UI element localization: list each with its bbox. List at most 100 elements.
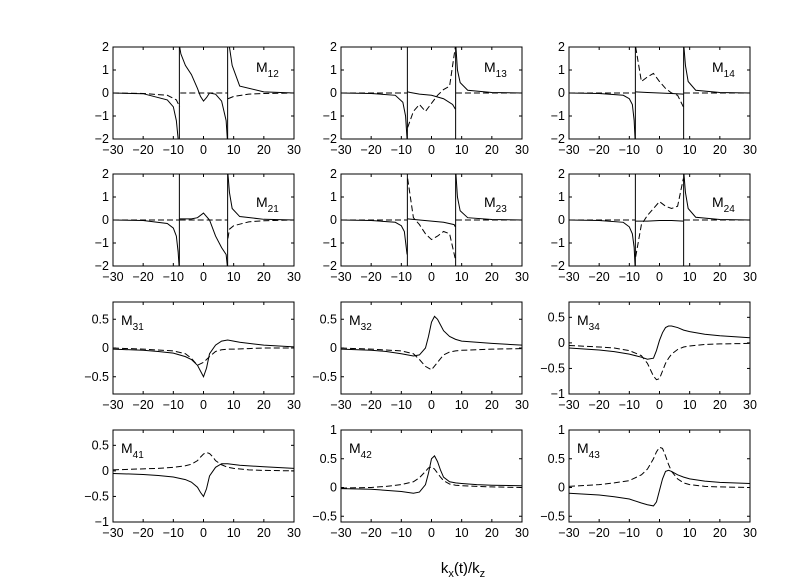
y-tick-label: −1 xyxy=(551,109,565,123)
panel-M42: −30 −20 −10 0 10 20 30 −0.5 0 0.5 1 M42 xyxy=(312,423,529,540)
x-tick-label: 0 xyxy=(656,143,663,157)
x-tick-label: 0 xyxy=(656,526,663,540)
x-tick-label: 0 xyxy=(656,398,663,412)
x-tick-label: −10 xyxy=(391,398,412,412)
axes-frame xyxy=(112,429,295,523)
y-tick-label: −2 xyxy=(551,132,565,146)
y-tick-label: −2 xyxy=(323,132,337,146)
panel-M43: −30 −20 −10 0 10 20 30 −0.5 0 0.5 1 M43 xyxy=(540,423,757,540)
y-tick-label: 0 xyxy=(330,481,337,495)
y-tick-label: 0.5 xyxy=(548,452,565,466)
x-tick-label: −30 xyxy=(330,143,351,157)
y-tick-label: −0.5 xyxy=(540,509,565,523)
x-tick-label: 20 xyxy=(713,270,727,284)
x-tick-label: −10 xyxy=(391,270,412,284)
y-tick-label: 1 xyxy=(330,63,337,77)
y-tick-label: 0 xyxy=(102,213,109,227)
y-tick-label: 2 xyxy=(330,40,337,54)
x-tick-label: 30 xyxy=(743,270,757,284)
y-tick-label: −1 xyxy=(323,236,337,250)
y-tick-label: 2 xyxy=(330,167,337,181)
x-tick-label: −10 xyxy=(619,526,640,540)
series-solid-M31 xyxy=(113,339,294,379)
x-tick-label: 20 xyxy=(257,526,271,540)
x-tick-label: −30 xyxy=(330,398,351,412)
panel-label-M21: M21 xyxy=(256,194,279,215)
x-tick-label: 20 xyxy=(713,398,727,412)
panel-label-M41: M41 xyxy=(121,440,144,461)
x-tick-label: 30 xyxy=(515,270,529,284)
y-tick-label: −1 xyxy=(551,236,565,250)
x-tick-label: −20 xyxy=(361,143,382,157)
panel-M34: −30 −20 −10 0 10 20 30 −1 −0.5 0 0.5 M34 xyxy=(540,301,757,412)
series-solid-M34 xyxy=(569,325,750,360)
x-tick-label: −30 xyxy=(558,526,579,540)
x-tick-label: −10 xyxy=(163,526,184,540)
y-tick-label: 2 xyxy=(558,40,565,54)
x-tick-label: 10 xyxy=(227,398,241,412)
series-dashed-M14 xyxy=(569,47,750,108)
x-tick-label: 10 xyxy=(455,398,469,412)
xlabel-mid: (t)/k xyxy=(454,560,480,577)
x-tick-label: 30 xyxy=(287,270,301,284)
y-tick-label: 0.5 xyxy=(320,312,337,326)
y-tick-label: 0 xyxy=(558,481,565,495)
x-tick-label: 30 xyxy=(287,526,301,540)
y-tick-label: −0.5 xyxy=(84,370,109,384)
y-tick-label: 1 xyxy=(558,423,565,437)
x-tick-label: 0 xyxy=(200,398,207,412)
x-tick-label: 10 xyxy=(683,270,697,284)
y-tick-label: 0 xyxy=(102,86,109,100)
x-tick-label: 20 xyxy=(257,143,271,157)
x-tick-label: −20 xyxy=(133,143,154,157)
x-tick-label: −30 xyxy=(102,143,123,157)
axes-frame xyxy=(568,301,751,395)
x-tick-label: 10 xyxy=(683,143,697,157)
series-dashed-M21 xyxy=(113,219,294,239)
axes-frame xyxy=(568,429,751,523)
x-tick-label: −30 xyxy=(330,270,351,284)
panel-M31: −30 −20 −10 0 10 20 30 −0.5 0 0.5 M31 xyxy=(84,301,301,412)
series-solid-M43 xyxy=(569,469,750,507)
x-tick-label: −10 xyxy=(163,398,184,412)
panel-label-M42: M42 xyxy=(349,440,372,461)
x-tick-label: 0 xyxy=(428,526,435,540)
x-tick-label: 0 xyxy=(200,143,207,157)
y-tick-label: 2 xyxy=(558,167,565,181)
x-tick-label: 30 xyxy=(287,143,301,157)
x-tick-label: 30 xyxy=(743,526,757,540)
x-tick-label: 10 xyxy=(227,270,241,284)
x-tick-label: 30 xyxy=(515,143,529,157)
y-tick-label: −1 xyxy=(551,387,565,401)
x-tick-label: −20 xyxy=(589,526,610,540)
y-tick-label: 0 xyxy=(330,341,337,355)
panel-label-M24: M24 xyxy=(712,194,735,215)
y-tick-label: −2 xyxy=(95,259,109,273)
y-tick-label: −2 xyxy=(95,132,109,146)
x-tick-label: 20 xyxy=(485,398,499,412)
x-tick-label: −20 xyxy=(361,398,382,412)
panel-label-M23: M23 xyxy=(484,194,507,215)
x-tick-label: 10 xyxy=(227,143,241,157)
y-tick-label: −2 xyxy=(323,259,337,273)
x-tick-label: 10 xyxy=(683,398,697,412)
y-tick-label: 0.5 xyxy=(92,312,109,326)
panel-label-M43: M43 xyxy=(577,440,600,461)
axes-frame xyxy=(340,429,523,523)
y-tick-label: −0.5 xyxy=(84,489,109,503)
panel-M41: −30 −20 −10 0 10 20 30 −1 −0.5 0 0.5 M41 xyxy=(84,429,301,540)
x-tick-label: −10 xyxy=(619,270,640,284)
x-tick-label: −30 xyxy=(102,270,123,284)
y-tick-label: 0.5 xyxy=(320,452,337,466)
series-dashed-M13 xyxy=(341,47,522,128)
x-tick-label: 30 xyxy=(743,398,757,412)
panel-label-M13: M13 xyxy=(484,59,507,80)
axes-frame xyxy=(340,301,523,395)
y-tick-label: −0.5 xyxy=(540,361,565,375)
x-tick-label: 10 xyxy=(227,526,241,540)
y-tick-label: −1 xyxy=(95,515,109,529)
x-tick-label: 20 xyxy=(713,143,727,157)
x-tick-label: −10 xyxy=(163,143,184,157)
series-solid-M12 xyxy=(113,47,294,139)
